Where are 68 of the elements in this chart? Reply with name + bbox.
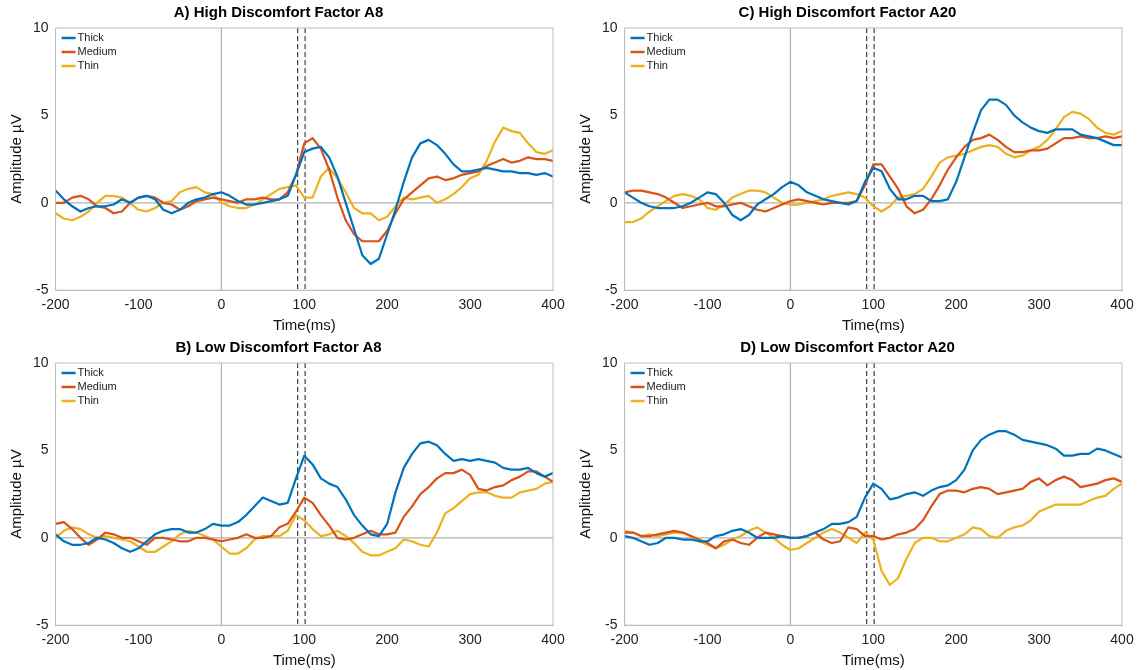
legend-label: Thick: [77, 366, 105, 379]
y-axis-title: Amplitude µV: [7, 449, 25, 539]
x-tick-label: 200: [944, 631, 969, 648]
y-tick-label: 10: [32, 353, 49, 370]
x-tick-label: 300: [1027, 296, 1051, 313]
x-tick-label: 100: [292, 631, 317, 648]
x-tick-label: 200: [375, 296, 400, 313]
y-tick-label: 5: [609, 441, 618, 458]
legend-label: Thin: [646, 394, 668, 407]
x-axis-title: Time(ms): [272, 316, 336, 334]
legend-label: Thin: [77, 59, 99, 72]
chart-title: C) High Discomfort Factor A20: [738, 3, 957, 21]
x-tick-label: -100: [124, 631, 153, 648]
x-tick-label: 200: [944, 296, 969, 313]
x-tick-label: 100: [861, 296, 886, 313]
legend-label: Thick: [646, 31, 674, 44]
x-tick-label: 100: [861, 631, 886, 648]
y-tick-label: -5: [36, 616, 49, 633]
y-tick-label: 0: [40, 528, 49, 545]
y-tick-label: 10: [601, 18, 618, 35]
y-tick-label: 10: [601, 353, 618, 370]
chart-title: B) Low Discomfort Factor A8: [175, 338, 382, 356]
y-tick-label: -5: [605, 281, 618, 298]
x-tick-label: 200: [375, 631, 400, 648]
x-tick-label: -200: [610, 296, 639, 313]
x-tick-label: 300: [458, 296, 482, 313]
y-tick-label: 5: [40, 441, 49, 458]
y-tick-label: 0: [609, 528, 618, 545]
legend-label: Medium: [646, 45, 686, 58]
y-axis-title: Amplitude µV: [7, 114, 25, 204]
x-tick-label: 300: [458, 631, 482, 648]
y-axis-title: Amplitude µV: [576, 114, 594, 204]
y-tick-label: -5: [605, 616, 618, 633]
y-tick-label: 5: [609, 106, 618, 123]
chart-title: D) Low Discomfort Factor A20: [740, 338, 955, 356]
legend-label: Medium: [77, 45, 117, 58]
y-axis-title: Amplitude µV: [576, 449, 594, 539]
legend-label: Thin: [646, 59, 668, 72]
legend-label: Medium: [77, 380, 117, 393]
y-tick-label: 0: [40, 193, 49, 210]
x-axis-title: Time(ms): [841, 316, 905, 334]
x-tick-label: -100: [124, 296, 153, 313]
x-axis-title: Time(ms): [272, 651, 336, 669]
chart-title: A) High Discomfort Factor A8: [173, 3, 384, 21]
legend-label: Medium: [646, 380, 686, 393]
y-tick-label: -5: [36, 281, 49, 298]
x-tick-label: 400: [541, 296, 565, 313]
x-tick-label: -200: [41, 631, 70, 648]
x-tick-label: 0: [786, 631, 795, 648]
x-tick-label: 0: [217, 296, 226, 313]
x-tick-label: 400: [541, 631, 565, 648]
y-tick-label: 0: [609, 193, 618, 210]
x-tick-label: -100: [693, 631, 722, 648]
x-tick-label: 0: [217, 631, 226, 648]
y-tick-label: 10: [32, 18, 49, 35]
x-axis-title: Time(ms): [841, 651, 905, 669]
y-tick-label: 5: [40, 106, 49, 123]
x-tick-label: 0: [786, 296, 795, 313]
x-tick-label: 100: [292, 296, 317, 313]
x-tick-label: 400: [1110, 631, 1134, 648]
x-tick-label: -200: [610, 631, 639, 648]
x-tick-label: 400: [1110, 296, 1134, 313]
legend-label: Thick: [646, 366, 674, 379]
legend-label: Thin: [77, 394, 99, 407]
x-tick-label: -200: [41, 296, 70, 313]
x-tick-label: 300: [1027, 631, 1051, 648]
x-tick-label: -100: [693, 296, 722, 313]
legend-label: Thick: [77, 31, 105, 44]
